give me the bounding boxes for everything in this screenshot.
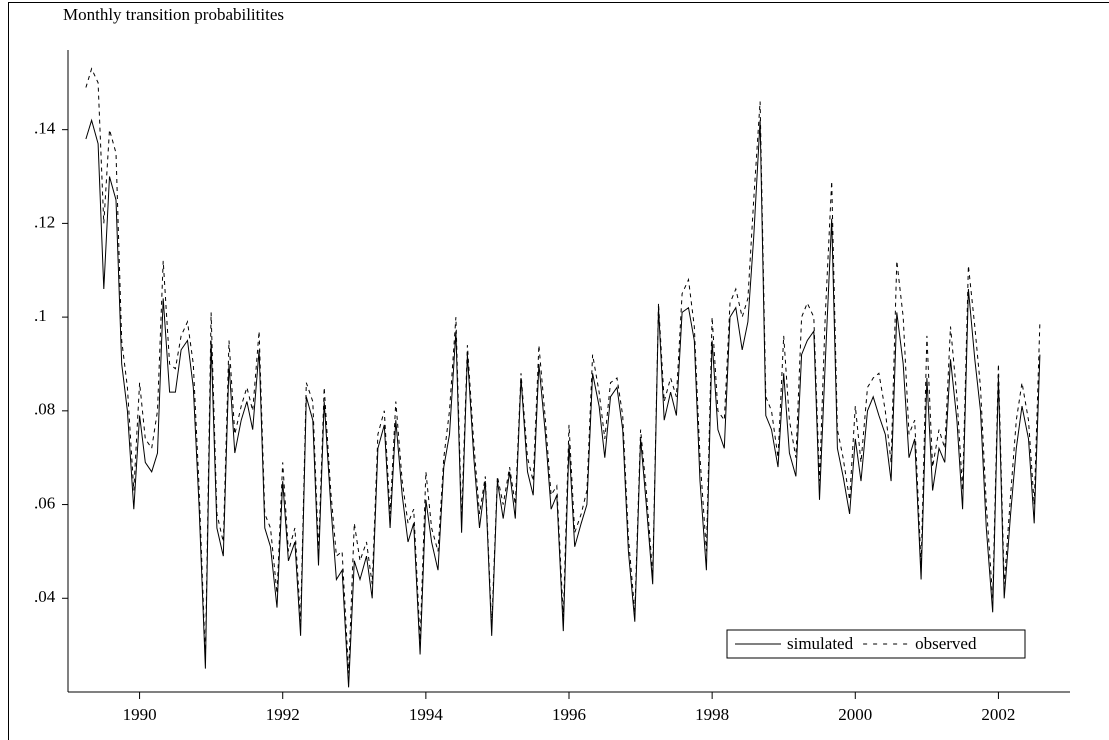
x-tick-label: 2002 — [981, 705, 1015, 724]
x-tick-label: 1998 — [695, 705, 729, 724]
y-tick-label: .12 — [34, 212, 55, 231]
y-tick-label: .14 — [34, 119, 56, 138]
legend-label: simulated — [787, 634, 854, 653]
x-tick-label: 1994 — [409, 705, 444, 724]
y-tick-label: .08 — [34, 400, 55, 419]
y-tick-label: .1 — [34, 306, 47, 325]
series-line — [85, 67, 1041, 674]
x-tick-label: 1996 — [552, 705, 586, 724]
x-tick-label: 1992 — [266, 705, 300, 724]
x-tick-label: 2000 — [838, 705, 872, 724]
x-tick-label: 1990 — [123, 705, 157, 724]
y-tick-label: .04 — [34, 587, 56, 606]
series-line — [85, 118, 1041, 688]
legend-label: observed — [915, 634, 977, 653]
y-axis-label: Monthly transition probabilitites — [63, 5, 284, 24]
frame — [8, 2, 1109, 740]
y-tick-label: .06 — [34, 493, 55, 512]
